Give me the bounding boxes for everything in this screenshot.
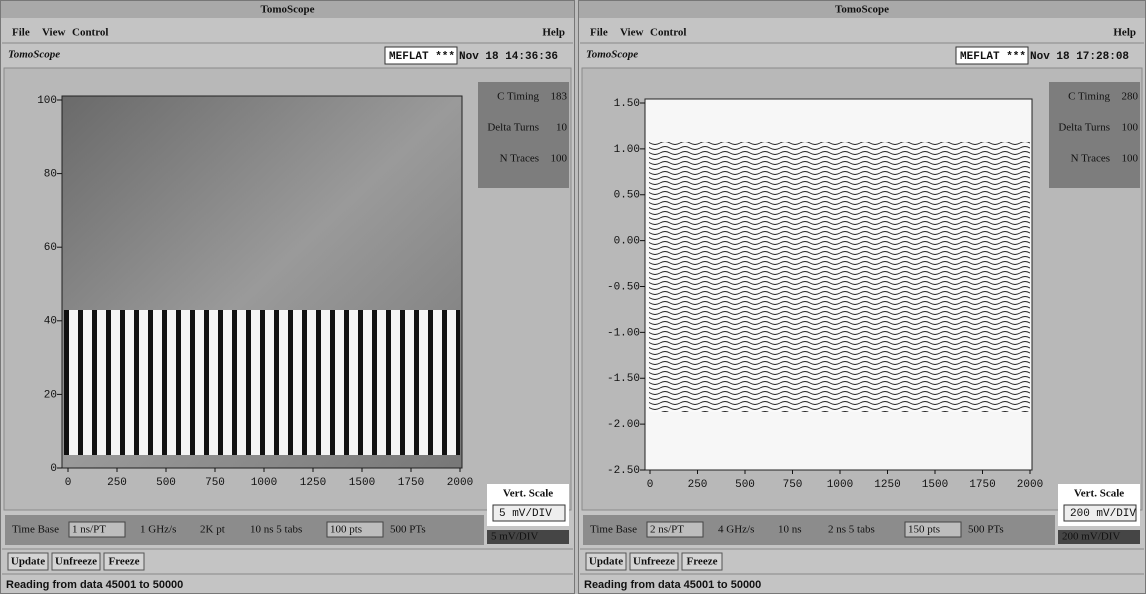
mode: MEFLAT *** (960, 51, 1026, 63)
control-text: 4 GHz/s (718, 524, 754, 536)
control-text: 2K pt (200, 524, 225, 536)
window-title: TomoScope (835, 4, 889, 16)
info-label: Delta Turns (487, 122, 539, 134)
x-tick-label: 250 (688, 479, 708, 491)
app-label: TomoScope (586, 49, 638, 61)
button-label[interactable]: Unfreeze (55, 556, 97, 568)
x-tick-label: 1500 (922, 479, 948, 491)
menu-item[interactable]: View (42, 27, 65, 39)
y-tick-label: 100 (37, 95, 57, 107)
vert-scale-label: Vert. Scale (1074, 488, 1124, 500)
info-label: C Timing (497, 91, 539, 103)
control-text: Time Base (12, 524, 59, 536)
y-tick-label: -1.50 (607, 373, 640, 385)
control-text[interactable]: 1 ns/PT (72, 524, 106, 536)
control-text[interactable]: 150 pts (908, 524, 940, 536)
info-value: 100 (1122, 122, 1139, 134)
info-label: Delta Turns (1058, 122, 1110, 134)
plot-image (64, 310, 460, 455)
x-tick-label: 500 (735, 479, 755, 491)
x-tick-label: 2000 (1017, 479, 1043, 491)
x-tick-label: 0 (65, 477, 72, 489)
x-tick-label: 1500 (349, 477, 375, 489)
control-text: 10 ns (778, 524, 802, 536)
menu-item[interactable]: View (620, 27, 643, 39)
control-text: 10 ns 5 tabs (250, 524, 302, 536)
vert-scale-value[interactable]: 200 mV/DIV (1070, 508, 1136, 520)
y-tick-label: -1.00 (607, 327, 640, 339)
info-label: C Timing (1068, 91, 1110, 103)
x-tick-label: 1250 (874, 479, 900, 491)
y-tick-label: 20 (44, 389, 57, 401)
x-tick-label: 1250 (300, 477, 326, 489)
control-text[interactable]: 2 ns/PT (650, 524, 684, 536)
y-tick-label: 80 (44, 169, 57, 181)
vert-scale-label: Vert. Scale (503, 488, 553, 500)
button-label[interactable]: Freeze (109, 556, 140, 568)
menu-item[interactable]: File (12, 27, 30, 39)
plot-image (649, 142, 1030, 412)
info-value: 100 (1122, 153, 1139, 165)
info-label: N Traces (500, 153, 539, 165)
x-tick-label: 1750 (969, 479, 995, 491)
y-tick-label: 0 (50, 463, 57, 475)
x-tick-label: 1750 (398, 477, 424, 489)
timestamp: Nov 18 17:28:08 (1030, 51, 1129, 63)
menu-item[interactable]: Control (72, 27, 108, 39)
x-tick-label: 250 (107, 477, 127, 489)
timestamp: Nov 18 14:36:36 (459, 51, 558, 63)
x-tick-label: 500 (156, 477, 176, 489)
button-label[interactable]: Unfreeze (633, 556, 675, 568)
y-tick-label: 0.50 (614, 190, 640, 202)
menu-help[interactable]: Help (1113, 27, 1136, 39)
info-value: 183 (551, 91, 568, 103)
control-text: 1 GHz/s (140, 524, 176, 536)
button-label[interactable]: Freeze (687, 556, 718, 568)
menu-item[interactable]: File (590, 27, 608, 39)
readout: 5 mV/DIV (491, 531, 538, 543)
y-tick-label: -0.50 (607, 281, 640, 293)
info-value: 100 (551, 153, 568, 165)
menu-help[interactable]: Help (542, 27, 565, 39)
status: Reading from data 45001 to 50000 (6, 579, 183, 591)
y-tick-label: -2.50 (607, 465, 640, 477)
control-text: Time Base (590, 524, 637, 536)
status: Reading from data 45001 to 50000 (584, 579, 761, 591)
y-tick-label: 60 (44, 242, 57, 254)
info-value: 280 (1122, 91, 1139, 103)
screen: TomoScope File View Control Help TomoScope MEF… (0, 0, 1146, 594)
control-text: 500 PTs (390, 524, 426, 536)
button-label[interactable]: Update (589, 556, 623, 568)
x-tick-label: 750 (205, 477, 225, 489)
y-tick-label: 40 (44, 316, 57, 328)
x-tick-label: 1000 (827, 479, 853, 491)
control-text: 2 ns 5 tabs (828, 524, 875, 536)
y-tick-label: 0.00 (614, 236, 640, 248)
mode: MEFLAT *** (389, 51, 455, 63)
x-tick-label: 2000 (447, 477, 473, 489)
info-label: N Traces (1071, 153, 1110, 165)
app-label: TomoScope (8, 49, 60, 61)
x-tick-label: 750 (783, 479, 803, 491)
vert-scale-value[interactable]: 5 mV/DIV (499, 508, 552, 520)
y-tick-label: 1.00 (614, 144, 640, 156)
control-text: 500 PTs (968, 524, 1004, 536)
readout: 200 mV/DIV (1062, 531, 1120, 543)
y-tick-label: -2.00 (607, 419, 640, 431)
window-title: TomoScope (261, 4, 315, 16)
info-value: 10 (556, 122, 568, 134)
x-tick-label: 0 (647, 479, 654, 491)
control-text[interactable]: 100 pts (330, 524, 362, 536)
y-tick-label: 1.50 (614, 98, 640, 110)
x-tick-label: 1000 (251, 477, 277, 489)
menu-item[interactable]: Control (650, 27, 686, 39)
button-label[interactable]: Update (11, 556, 45, 568)
